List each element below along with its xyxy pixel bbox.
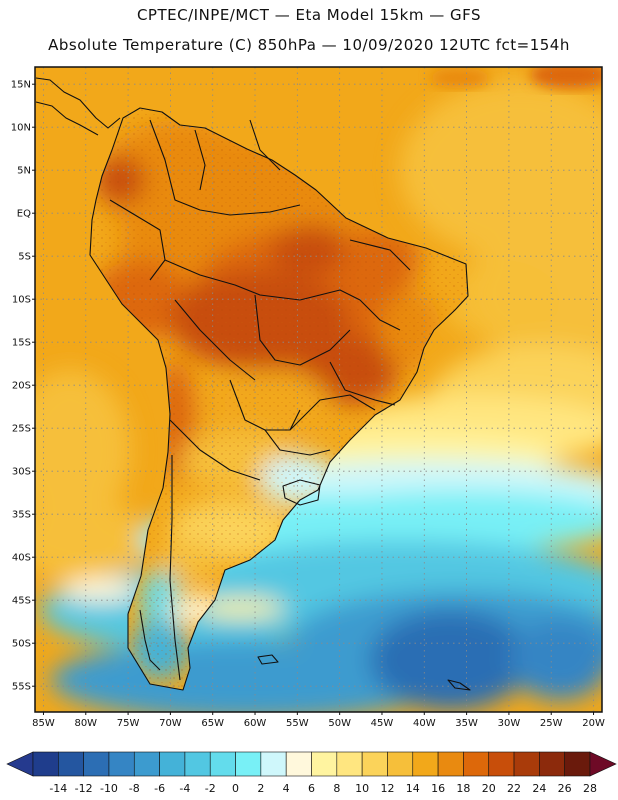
colorbar-label: -8: [129, 782, 140, 795]
colorbar-label: 0: [232, 782, 239, 795]
lat-tick-label: 35S: [12, 510, 31, 521]
lat-tick-label: 15N: [11, 80, 31, 91]
colorbar-label: 6: [308, 782, 315, 795]
lon-tick-label: 85W: [32, 718, 55, 729]
colorbar-swatch: [58, 751, 84, 777]
colorbar-swatch: [437, 751, 464, 777]
lat-tick-label: EQ: [17, 209, 31, 220]
colorbar-label: -10: [100, 782, 118, 795]
lat-tick-label: 10S: [12, 295, 31, 306]
latitude-labels: 15N 10N 5N EQ 5S 10S 15S 20S 25S 30S 35S 40S 45S 50S 5…: [11, 80, 35, 693]
colorbar-label: 24: [532, 782, 546, 795]
lon-tick-label: 60W: [244, 718, 267, 729]
colorbar-label: -12: [75, 782, 93, 795]
colorbar-label: 4: [283, 782, 290, 795]
colorbar-overflow-triangle: [589, 751, 617, 777]
colorbar-swatch: [488, 751, 515, 777]
colorbar-swatch: [336, 751, 363, 777]
colorbar-swatch: [133, 751, 160, 777]
lat-tick-label: 25S: [12, 424, 31, 435]
lat-lon-grid: [35, 67, 602, 712]
colorbar-label: -6: [154, 782, 165, 795]
colorbar-label: 28: [583, 782, 597, 795]
map-title-line-2: Absolute Temperature (C) 850hPa — 10/09/…: [48, 36, 570, 54]
lon-tick-label: 80W: [74, 718, 97, 729]
colorbar-label: 10: [355, 782, 369, 795]
lon-tick-label: 20W: [582, 718, 605, 729]
lon-tick-label: 35W: [455, 718, 478, 729]
colorbar-swatch: [285, 751, 312, 777]
colorbar-swatch: [412, 751, 439, 777]
colorbar-label: 14: [406, 782, 420, 795]
colorbar-underflow-triangle: [6, 751, 34, 777]
lat-tick-label: 20S: [12, 381, 31, 392]
longitude-labels: 85W 80W 75W 70W 65W 60W 55W 50W 45W 40W 35W 30W 25W 2…: [32, 712, 605, 729]
lat-tick-label: 5S: [18, 252, 31, 263]
colorbar-swatch: [235, 751, 262, 777]
lat-tick-label: 55S: [12, 682, 31, 693]
colorbar-swatch: [513, 751, 540, 777]
colorbar-label: 2: [257, 782, 264, 795]
colorbar-label: 26: [558, 782, 572, 795]
temperature-colorbar: [6, 751, 617, 777]
colorbar-labels: -14 -12 -10 -8 -6 -4 -2 0 2 4 6 8 10 12 14 16 18 20 22 24 26…: [49, 782, 597, 795]
colorbar-swatch: [564, 751, 591, 777]
map-frame: [34, 66, 603, 713]
colorbar-swatch: [260, 751, 287, 777]
map-title-line-1: CPTEC/INPE/MCT — Eta Model 15km — GFS: [136, 6, 482, 24]
colorbar-swatch: [159, 751, 186, 777]
colorbar-swatch: [311, 751, 338, 777]
colorbar-label: 8: [333, 782, 340, 795]
lat-tick-label: 10N: [11, 123, 31, 134]
lat-tick-label: 50S: [12, 639, 31, 650]
colorbar-label: -2: [205, 782, 216, 795]
lon-tick-label: 75W: [117, 718, 140, 729]
colorbar-swatch: [387, 751, 414, 777]
colorbar-swatch: [463, 751, 490, 777]
colorbar-swatch: [32, 751, 59, 777]
colorbar-swatch: [361, 751, 388, 777]
colorbar-swatch: [184, 751, 211, 777]
lon-tick-label: 65W: [201, 718, 224, 729]
colorbar-label: -4: [179, 782, 190, 795]
lat-tick-label: 15S: [12, 338, 31, 349]
lon-tick-label: 40W: [413, 718, 436, 729]
colorbar-swatch: [108, 751, 135, 777]
colorbar-swatch: [539, 751, 565, 777]
lon-tick-label: 25W: [540, 718, 563, 729]
colorbar-label: 12: [380, 782, 394, 795]
colorbar-label: 22: [507, 782, 521, 795]
colorbar-swatch: [83, 751, 110, 777]
lat-tick-label: 40S: [12, 553, 31, 564]
colorbar-label: 16: [431, 782, 445, 795]
colorbar-swatch: [209, 751, 236, 777]
lon-tick-label: 30W: [498, 718, 521, 729]
lat-tick-label: 5N: [17, 166, 31, 177]
lat-tick-label: 30S: [12, 467, 31, 478]
lat-tick-label: 45S: [12, 596, 31, 607]
lon-tick-label: 50W: [328, 718, 351, 729]
lon-tick-label: 70W: [159, 718, 182, 729]
colorbar-label: -14: [49, 782, 67, 795]
colorbar-label: 18: [456, 782, 470, 795]
lon-tick-label: 55W: [286, 718, 309, 729]
lon-tick-label: 45W: [371, 718, 394, 729]
colorbar-label: 20: [482, 782, 496, 795]
temperature-field: [35, 67, 602, 712]
coastline-and-borders: [35, 77, 471, 691]
